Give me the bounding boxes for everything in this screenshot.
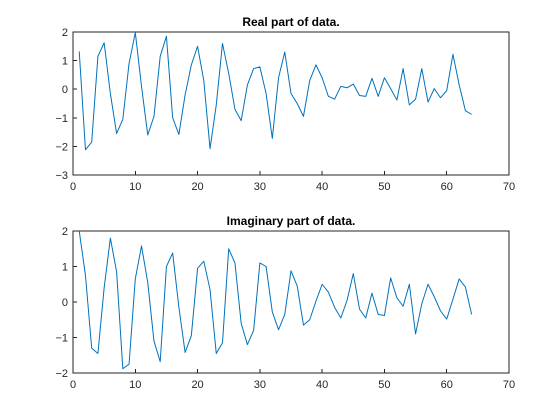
x-tick-label: 70 xyxy=(503,181,515,193)
x-tick-label: 40 xyxy=(316,379,328,391)
x-tick-label: 60 xyxy=(441,379,453,391)
chart-title: Real part of data. xyxy=(242,15,339,29)
x-tick-label: 0 xyxy=(70,379,76,391)
y-axis: −3 −2 −1 0 1 2 xyxy=(55,27,77,182)
x-tick-label: 40 xyxy=(316,181,328,193)
x-tick-label: 50 xyxy=(378,181,390,193)
x-tick-label: 10 xyxy=(129,181,141,193)
y-axis: −2 −1 0 1 2 xyxy=(55,226,77,380)
series-line xyxy=(78,230,473,370)
x-tick-label: 30 xyxy=(254,379,266,391)
axes-real-part: Real part of data. 0 10 20 30 40 50 60 70 −3−2−… xyxy=(55,15,515,193)
y-tick-label: 2 xyxy=(62,226,68,238)
y-tick-label: 0 xyxy=(62,84,68,96)
x-tick-label: 10 xyxy=(129,379,141,391)
x-tick-label: 50 xyxy=(378,379,390,391)
y-tick-label: −2 xyxy=(55,141,68,153)
y-tick-label: 0 xyxy=(62,297,68,309)
y-tick-label: −1 xyxy=(55,113,68,125)
x-tick-label: 30 xyxy=(254,181,266,193)
chart-title: Imaginary part of data. xyxy=(227,214,356,228)
y-tick-label: −3 xyxy=(55,170,68,182)
axes-imaginary-part: Imaginary part of data. 0 10 20 30 40 50 60 70 … xyxy=(55,214,515,391)
y-tick-label: 1 xyxy=(62,262,68,274)
series-group xyxy=(78,230,473,370)
x-tick-label: 20 xyxy=(191,181,203,193)
x-axis: 0 10 20 30 40 50 60 70 xyxy=(70,171,515,193)
x-tick-label: 70 xyxy=(503,379,515,391)
x-tick-label: 20 xyxy=(191,379,203,391)
series-group xyxy=(78,32,472,151)
x-tick-label: 0 xyxy=(70,181,76,193)
series-line xyxy=(78,32,472,151)
y-tick-label: −1 xyxy=(55,333,68,345)
y-tick-label: −2 xyxy=(55,368,68,380)
x-axis: 0 10 20 30 40 50 60 70 xyxy=(70,369,515,391)
x-tick-label: 60 xyxy=(441,181,453,193)
y-tick-label: 2 xyxy=(62,27,68,39)
y-tick-label: 1 xyxy=(62,56,68,68)
plot-area-frame xyxy=(72,31,510,176)
